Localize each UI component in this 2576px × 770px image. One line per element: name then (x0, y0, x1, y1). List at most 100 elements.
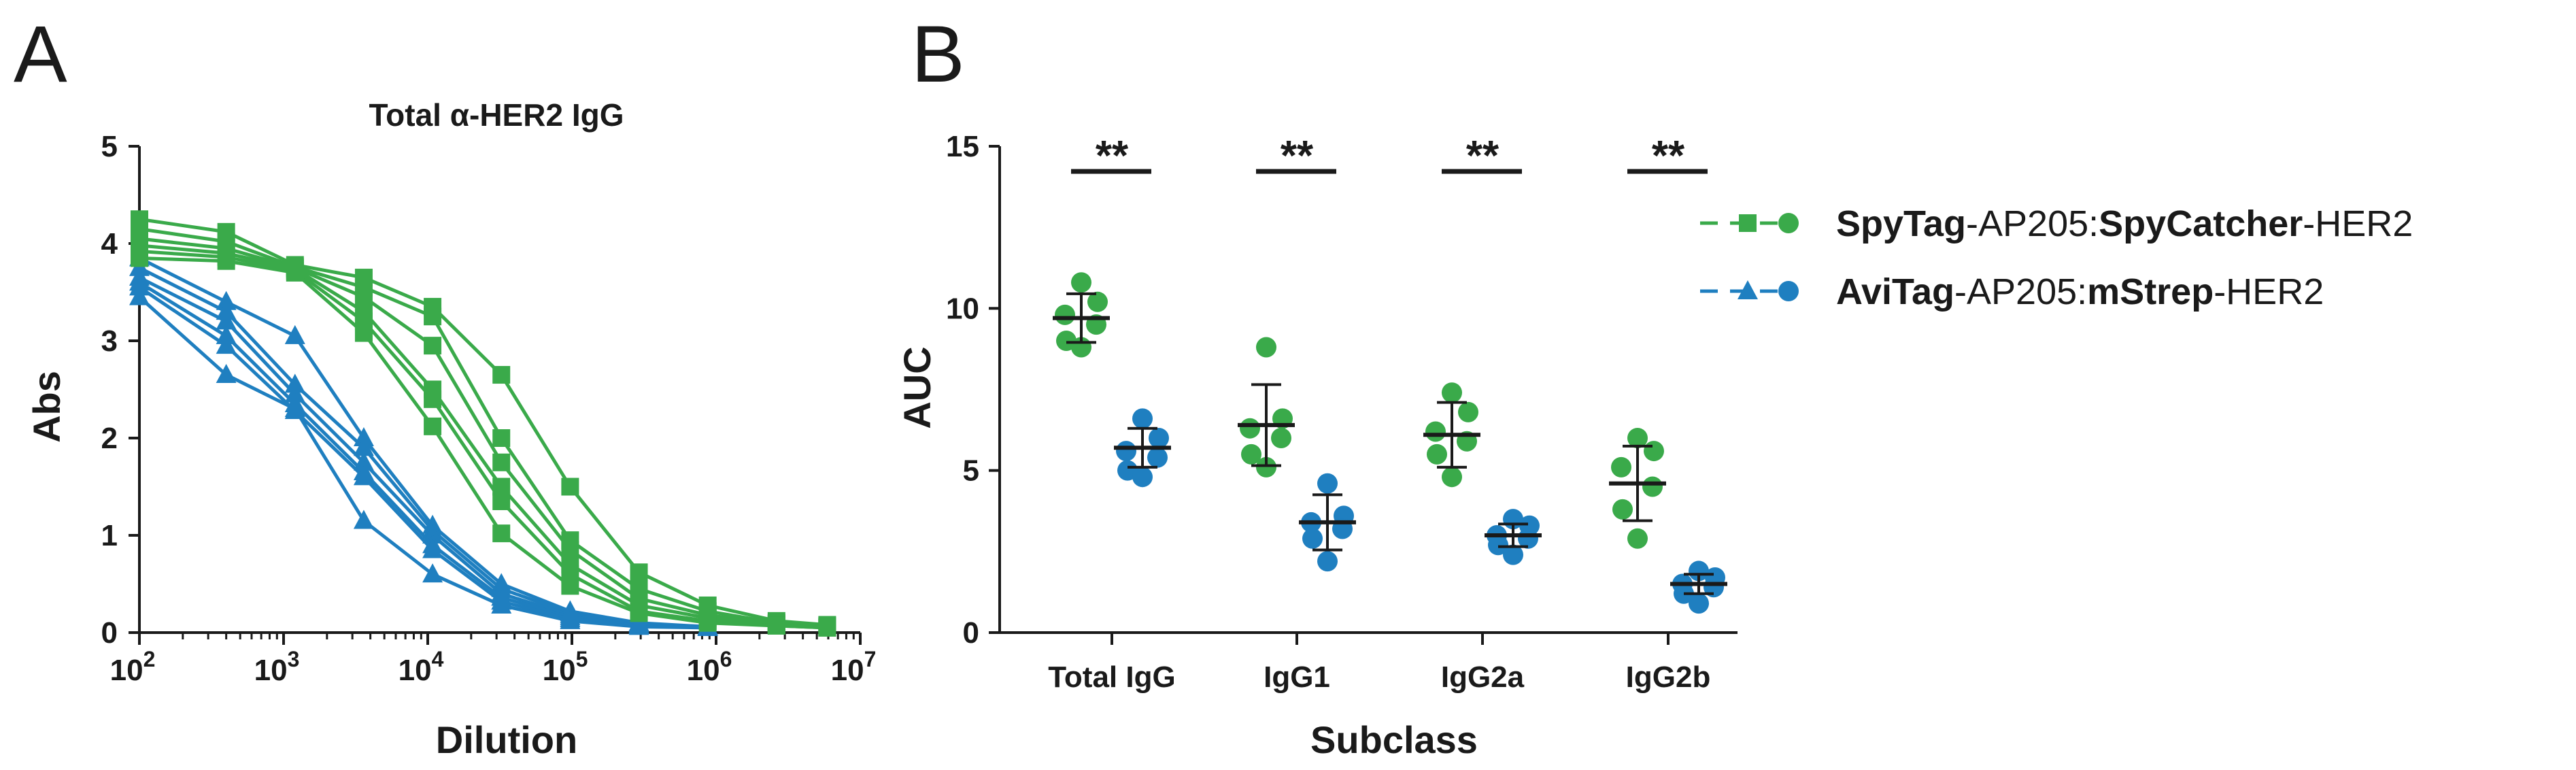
panel-a-point (286, 263, 304, 282)
panel-b-point (1271, 428, 1291, 448)
panel-b-x-tick-label: IgG2b (1626, 660, 1711, 694)
panel-a-point (561, 478, 579, 496)
panel-a-x-tick-label: 107 (831, 647, 877, 687)
panel-b-x-tick-label: IgG1 (1264, 660, 1330, 694)
panel-a-title: Total α-HER2 IgG (369, 97, 624, 133)
panel-b-point (1627, 528, 1648, 549)
significance-label: ** (1281, 133, 1314, 180)
legend-label-1: SpyTag-AP205:SpyCatcher-HER2 (1836, 203, 2413, 244)
panel-a-point (492, 366, 511, 384)
panel-a-point (216, 364, 237, 384)
panel-a-y-tick-label: 2 (101, 422, 118, 455)
panel-a-point (131, 249, 148, 267)
panel-a-point (353, 437, 374, 456)
panel-a-point (818, 618, 836, 637)
panel-a-point (353, 466, 374, 486)
panel-b-point (1071, 272, 1091, 293)
legend-marker-1 (1739, 214, 1757, 232)
panel-a-point (284, 398, 305, 418)
panel-a-x-label: Dilution (436, 718, 577, 761)
panel-b-point (1241, 443, 1261, 465)
panel-b-point (1132, 408, 1153, 429)
panel-b-point (1627, 428, 1648, 448)
panel-b-point (1256, 337, 1276, 358)
panel-a-point (492, 453, 511, 471)
panel-b-point (1317, 551, 1338, 572)
panel-b-y-tick-label: 0 (963, 616, 979, 650)
panel-a-point (630, 604, 648, 622)
panel-a-point (492, 524, 511, 543)
panel-a-x-tick-label: 105 (543, 647, 588, 687)
panel-a-point (354, 324, 373, 342)
panel-a-point (217, 252, 235, 270)
panel-b-point (1503, 544, 1523, 565)
panel-a-point (216, 290, 237, 310)
panel-b-letter: B (911, 10, 965, 99)
panel-a-point (424, 390, 442, 408)
panel-a-point (129, 286, 150, 305)
panel-a-point (767, 616, 785, 635)
panel-b-axes: 0 5 10 15 Total IgG IgG1 IgG2a IgG2b (946, 130, 1738, 694)
panel-a-data (129, 210, 836, 637)
panel-b-y-tick-label: 10 (946, 292, 979, 325)
panel-b-point (1644, 441, 1664, 462)
panel-b-point (1055, 304, 1075, 325)
legend: SpyTag-AP205:SpyCatcher-HER2 AviTag-AP205… (1700, 203, 2413, 312)
panel-a-point (491, 594, 512, 614)
panel-b-y-tick-label: 15 (946, 130, 979, 163)
panel-a-point (424, 337, 442, 355)
panel-a-y-tick-label: 5 (101, 130, 118, 163)
legend-marker-2 (1738, 280, 1758, 299)
panel-b-point (1612, 499, 1633, 520)
panel-b-y-tick-label: 5 (963, 454, 979, 488)
panel-b-point (1458, 401, 1478, 422)
panel-a-y-label: Abs (25, 371, 68, 443)
panel-b-point (1087, 291, 1108, 312)
panel-a-point (129, 276, 150, 296)
panel-a-point (353, 509, 374, 529)
panel-b-point (1132, 467, 1153, 488)
panel-b-point (1147, 447, 1168, 468)
panel-b-point (1240, 418, 1260, 439)
legend-dot-2 (1778, 281, 1799, 301)
panel-a: A Total α-HER2 IgG 0 1 2 3 4 5 102 103 104 105 106… (14, 10, 876, 761)
panel-b-x-tick-label: IgG2a (1441, 660, 1525, 694)
panel-b-point (1442, 382, 1462, 403)
panel-a-y-tick-label: 4 (101, 227, 118, 261)
panel-a-y-tick-label: 3 (101, 324, 118, 358)
panel-a-series-line (139, 227, 828, 628)
panel-b-data: ** ** ** ** (1053, 133, 1727, 614)
panel-a-point (561, 577, 579, 595)
legend-label-2: AviTag-AP205:mStrep-HER2 (1836, 271, 2324, 312)
significance-label: ** (1652, 133, 1685, 180)
panel-a-series-line (139, 249, 828, 630)
significance-label: ** (1096, 133, 1129, 180)
panel-a-x-tick-label: 103 (254, 647, 300, 687)
panel-a-point (216, 301, 237, 320)
panel-b-point (1317, 473, 1338, 494)
panel-a-point (424, 417, 442, 435)
legend-dot-1 (1778, 213, 1799, 233)
panel-a-point (422, 563, 443, 583)
panel-a-point (698, 614, 717, 632)
panel-b-point (1256, 456, 1276, 478)
panel-b-point (1149, 428, 1169, 448)
panel-b-point (1689, 560, 1709, 582)
panel-a-point (492, 429, 511, 447)
significance-label: ** (1466, 133, 1499, 180)
panel-a-point (284, 324, 305, 344)
panel-b-point (1427, 443, 1447, 465)
panel-a-letter: A (14, 10, 67, 99)
panel-a-point (424, 307, 442, 326)
panel-a-x-tick-label: 104 (399, 647, 444, 687)
panel-a-point (216, 324, 237, 344)
panel-a-point (216, 335, 237, 354)
panel-b-point (1442, 467, 1462, 488)
panel-a-point (630, 563, 648, 582)
panel-a-point (628, 616, 649, 635)
panel-b-x-label: Subclass (1310, 718, 1478, 761)
panel-a-point (560, 609, 581, 629)
panel-a-point (422, 539, 443, 558)
